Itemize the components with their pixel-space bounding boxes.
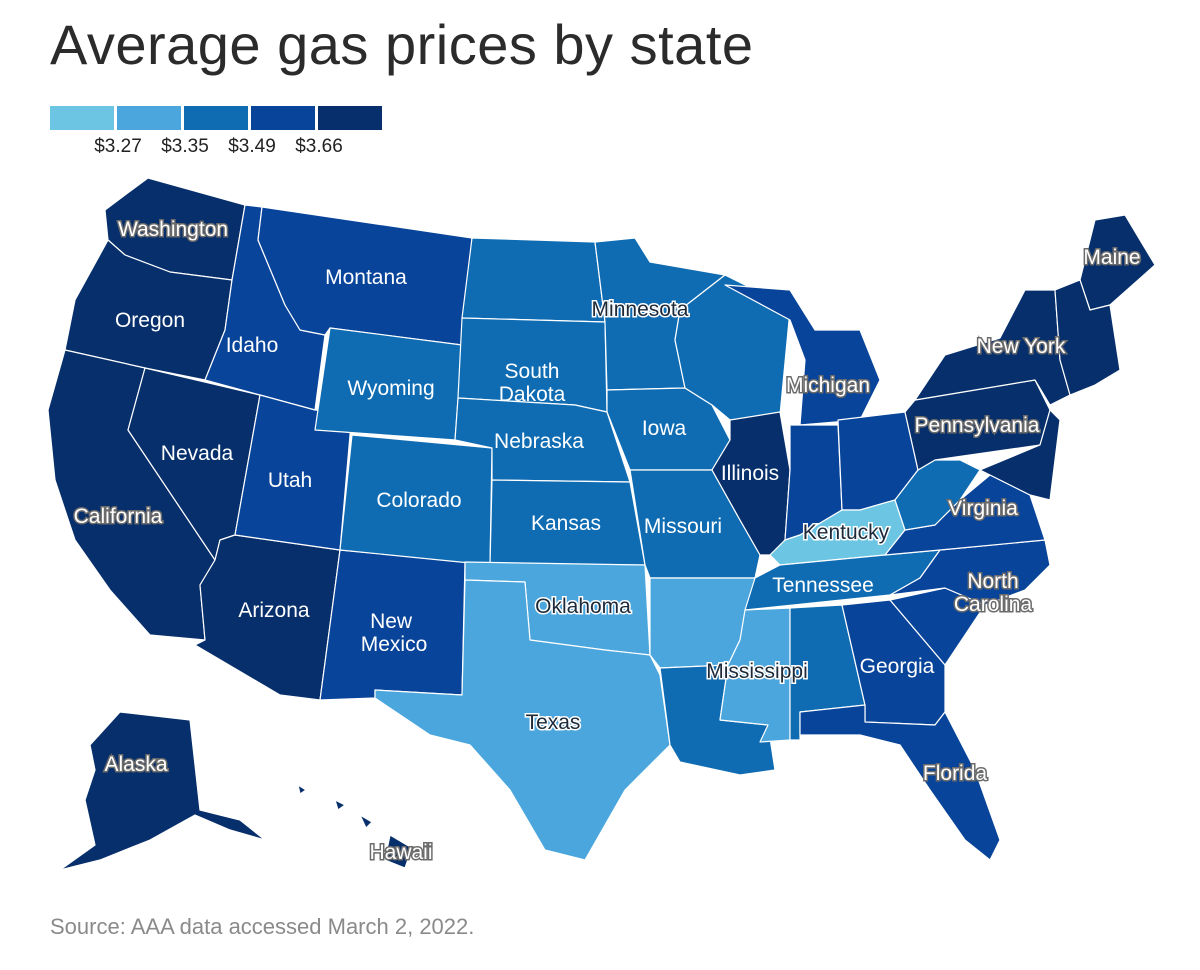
legend-tick-3: $3.49 — [228, 136, 276, 157]
label-idaho: Idaho — [226, 334, 279, 357]
label-california: California — [74, 505, 163, 528]
label-pennsylvania: Pennsylvania — [915, 414, 1040, 437]
label-maine: Maine — [1083, 246, 1140, 269]
label-georgia: Georgia — [860, 655, 935, 678]
state-mid-atlantic[interactable] — [979, 409, 1061, 501]
legend-tick-4: $3.66 — [295, 136, 343, 157]
label-colorado: Colorado — [376, 489, 461, 512]
label-oregon: Oregon — [115, 309, 185, 332]
state-alaska[interactable] — [59, 711, 266, 871]
label-texas: Texas — [526, 711, 581, 734]
label-wyoming: Wyoming — [347, 377, 434, 400]
legend: $3.27 $3.35 $3.49 $3.66 — [50, 106, 382, 157]
state-texas[interactable] — [374, 579, 671, 861]
label-mississippi: Mississippi — [706, 660, 808, 683]
state-new-england[interactable] — [1054, 279, 1121, 396]
label-new-mexico: New Mexico — [361, 610, 428, 656]
label-arizona: Arizona — [238, 599, 310, 622]
legend-swatch-2 — [117, 106, 181, 130]
label-south-dakota: South Dakota — [499, 360, 566, 406]
label-washington: Washington — [118, 218, 228, 241]
label-kansas: Kansas — [531, 512, 601, 535]
label-hawaii: Hawaii — [369, 841, 432, 864]
legend-swatch-4 — [251, 106, 315, 130]
label-oklahoma: Oklahoma — [535, 595, 631, 618]
state-illinois[interactable] — [711, 411, 791, 556]
legend-swatch-3 — [184, 106, 248, 130]
legend-swatch-1 — [50, 106, 114, 130]
us-map: Washington Oregon California Nevada Ariz… — [47, 177, 1156, 871]
label-missouri: Missouri — [644, 515, 722, 538]
legend-ticks: $3.27 $3.35 $3.49 $3.66 — [50, 136, 390, 160]
state-shapes — [47, 177, 1156, 871]
label-new-york: New York — [977, 335, 1066, 358]
legend-bar — [50, 106, 382, 130]
label-utah: Utah — [268, 469, 312, 492]
label-illinois: Illinois — [721, 462, 779, 485]
label-alaska: Alaska — [104, 753, 167, 776]
source-note: Source: AAA data accessed March 2, 2022. — [50, 914, 475, 939]
legend-tick-2: $3.35 — [161, 136, 209, 157]
state-north_dakota[interactable] — [461, 237, 606, 323]
state-north_carolina[interactable] — [889, 539, 1051, 606]
legend-swatch-5 — [318, 106, 382, 130]
label-nebraska: Nebraska — [494, 430, 584, 453]
state-hawaii[interactable] — [297, 784, 413, 869]
label-tennessee: Tennessee — [772, 574, 874, 597]
label-virginia: Virginia — [948, 497, 1018, 520]
label-new-mexico-line-1: New — [370, 610, 413, 633]
label-new-mexico-line-2: Mexico — [361, 633, 428, 656]
state-utah[interactable] — [234, 394, 353, 551]
state-florida[interactable] — [799, 704, 1001, 861]
state-michigan[interactable] — [724, 284, 881, 426]
label-kentucky: Kentucky — [803, 521, 890, 544]
label-iowa: Iowa — [642, 417, 687, 440]
label-minnesota: Minnesota — [592, 298, 689, 321]
legend-tick-1: $3.27 — [94, 136, 142, 157]
state-labels: Washington Oregon California Nevada Ariz… — [72, 217, 1142, 866]
label-florida: Florida — [923, 762, 988, 785]
label-michigan: Michigan — [786, 374, 870, 397]
label-north-carolina: North Carolina — [954, 570, 1033, 616]
label-nevada: Nevada — [161, 442, 234, 465]
label-montana: Montana — [325, 266, 407, 289]
map-title: Average gas prices by state — [50, 13, 754, 76]
